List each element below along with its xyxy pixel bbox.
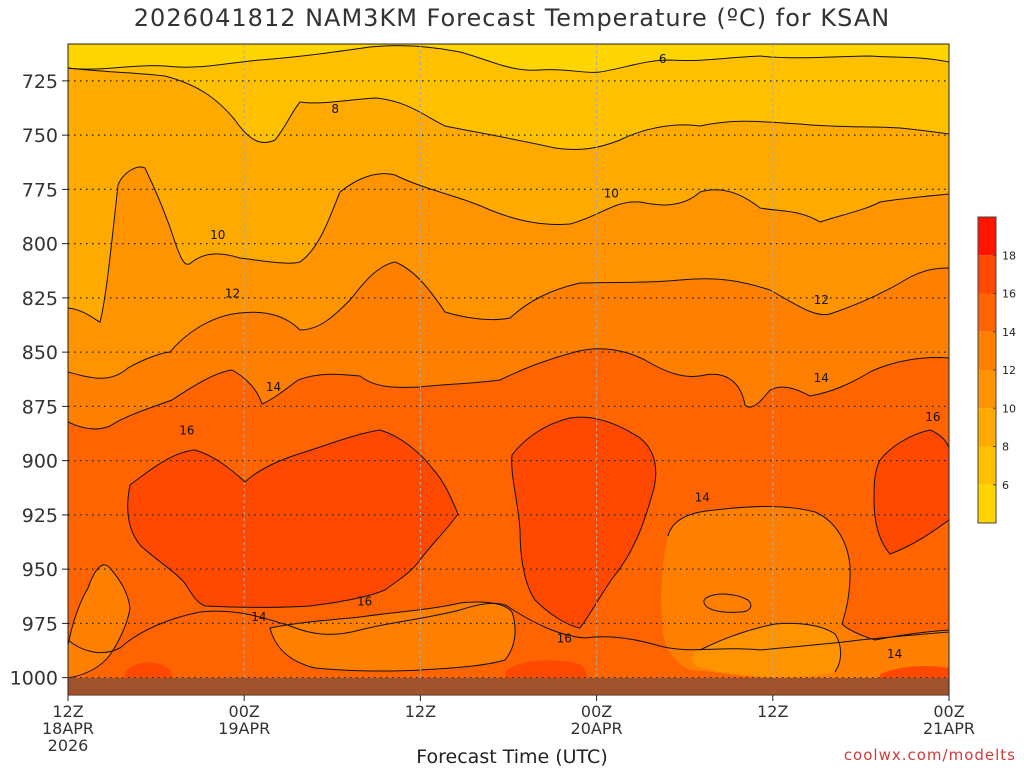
contour-16-left bbox=[127, 429, 459, 608]
colorbar-swatch-10-12 bbox=[978, 370, 996, 409]
contour-fill bbox=[68, 44, 949, 695]
contour-label: 14 bbox=[266, 380, 281, 394]
x-tick-label: 2026 bbox=[48, 736, 89, 755]
contour-14-lower bbox=[68, 602, 949, 653]
x-tick-label: 00Z bbox=[229, 702, 260, 721]
contour-label: 16 bbox=[357, 595, 372, 609]
band-16-18-left bbox=[127, 430, 458, 608]
contour-14-center bbox=[269, 601, 516, 672]
contour-label: 12 bbox=[814, 293, 829, 307]
colorbar-label: 10 bbox=[1002, 402, 1016, 415]
contour-label: 16 bbox=[557, 632, 572, 646]
colorbar-swatch-12-14 bbox=[978, 331, 996, 370]
colorbar-swatch-16-18 bbox=[978, 255, 996, 294]
contour-14 bbox=[68, 348, 949, 430]
contour-10 bbox=[68, 166, 949, 323]
y-tick-label: 800 bbox=[22, 234, 58, 256]
y-tick-label: 850 bbox=[22, 342, 58, 364]
y-tick-label: 975 bbox=[22, 613, 58, 635]
y-tick-label: 1000 bbox=[10, 668, 58, 690]
contour-12-pocket bbox=[699, 622, 842, 673]
y-axis: 725 750 775 800 825 850 875 900 925 950 975 1000 bbox=[10, 71, 68, 690]
contour-label: 10 bbox=[210, 228, 225, 242]
y-tick-label: 925 bbox=[22, 505, 58, 527]
y-tick-label: 900 bbox=[22, 451, 58, 473]
contour-label: 6 bbox=[659, 52, 667, 66]
colorbar-label: 12 bbox=[1002, 364, 1016, 377]
colorbar-swatch-4-6 bbox=[978, 484, 996, 523]
contour-label: 14 bbox=[251, 610, 266, 624]
y-tick-label: 875 bbox=[22, 396, 58, 418]
contour-label: 16 bbox=[925, 410, 940, 424]
y-tick-label: 775 bbox=[22, 179, 58, 201]
y-tick-label: 825 bbox=[22, 288, 58, 310]
contour-14-right bbox=[667, 506, 949, 641]
x-tick-label: 20APR bbox=[571, 719, 623, 738]
band-10-12-pocket bbox=[692, 623, 841, 677]
contour-6 bbox=[68, 45, 949, 73]
x-tick-label: 12Z bbox=[405, 702, 436, 721]
x-tick-label: 12Z bbox=[52, 702, 83, 721]
colorbar-legend: 6 8 10 12 14 16 18 bbox=[977, 216, 1016, 524]
credit-link[interactable]: coolwx.com/modelts bbox=[843, 746, 1016, 764]
band-16-18-bottom bbox=[125, 660, 949, 684]
contour-label: 8 bbox=[331, 102, 339, 116]
x-tick-label: 00Z bbox=[933, 702, 964, 721]
contour-label: 16 bbox=[179, 423, 194, 437]
x-axis-title: Forecast Time (UTC) bbox=[416, 746, 608, 768]
colorbar-swatch-8-10 bbox=[978, 408, 996, 447]
x-tick-label: 21APR bbox=[923, 719, 975, 738]
x-tick-label: 19APR bbox=[218, 719, 270, 738]
contour-label: 14 bbox=[695, 491, 710, 505]
colorbar-label: 8 bbox=[1002, 441, 1009, 454]
ground-surface bbox=[68, 678, 949, 694]
band-16-18-center bbox=[511, 417, 656, 628]
x-tick-label: 12Z bbox=[757, 702, 788, 721]
plot-frame bbox=[67, 43, 950, 696]
y-tick-label: 725 bbox=[22, 71, 58, 93]
x-tick-label: 00Z bbox=[581, 702, 612, 721]
band-12-14-center bbox=[270, 602, 516, 672]
contour-lines bbox=[68, 45, 949, 679]
contour-label: 14 bbox=[814, 371, 829, 385]
contour-label: 10 bbox=[604, 187, 619, 201]
x-tick-label: 18APR bbox=[42, 719, 94, 738]
colorbar-label: 18 bbox=[1002, 249, 1016, 262]
contour-16-right bbox=[873, 429, 949, 555]
colorbar-swatch-14-16 bbox=[978, 293, 996, 332]
contour-label: 14 bbox=[887, 647, 902, 661]
y-tick-label: 750 bbox=[22, 125, 58, 147]
colorbar-swatch-18-20 bbox=[978, 217, 996, 256]
contour-16-center bbox=[511, 416, 657, 629]
colorbar-label: 16 bbox=[1002, 288, 1016, 301]
colorbar-label: 14 bbox=[1002, 326, 1016, 339]
contour-14-left bbox=[68, 564, 131, 679]
gridlines bbox=[68, 44, 949, 695]
band-16-18-right bbox=[874, 430, 949, 554]
contour-12 bbox=[68, 261, 949, 379]
y-tick-label: 950 bbox=[22, 559, 58, 581]
colorbar-label: 6 bbox=[1002, 479, 1009, 492]
band-12-14-pocket bbox=[703, 594, 751, 613]
chart-title: 2026041812 NAM3KM Forecast Temperature (… bbox=[133, 4, 891, 32]
contour-label: 12 bbox=[225, 287, 240, 301]
contour-14-pocket bbox=[703, 593, 752, 613]
colorbar-swatch-6-8 bbox=[978, 446, 996, 485]
contour-8 bbox=[68, 67, 949, 151]
contour-labels: 6 8 10 10 12 12 14 14 14 14 14 16 16 16 16 bbox=[179, 52, 940, 661]
